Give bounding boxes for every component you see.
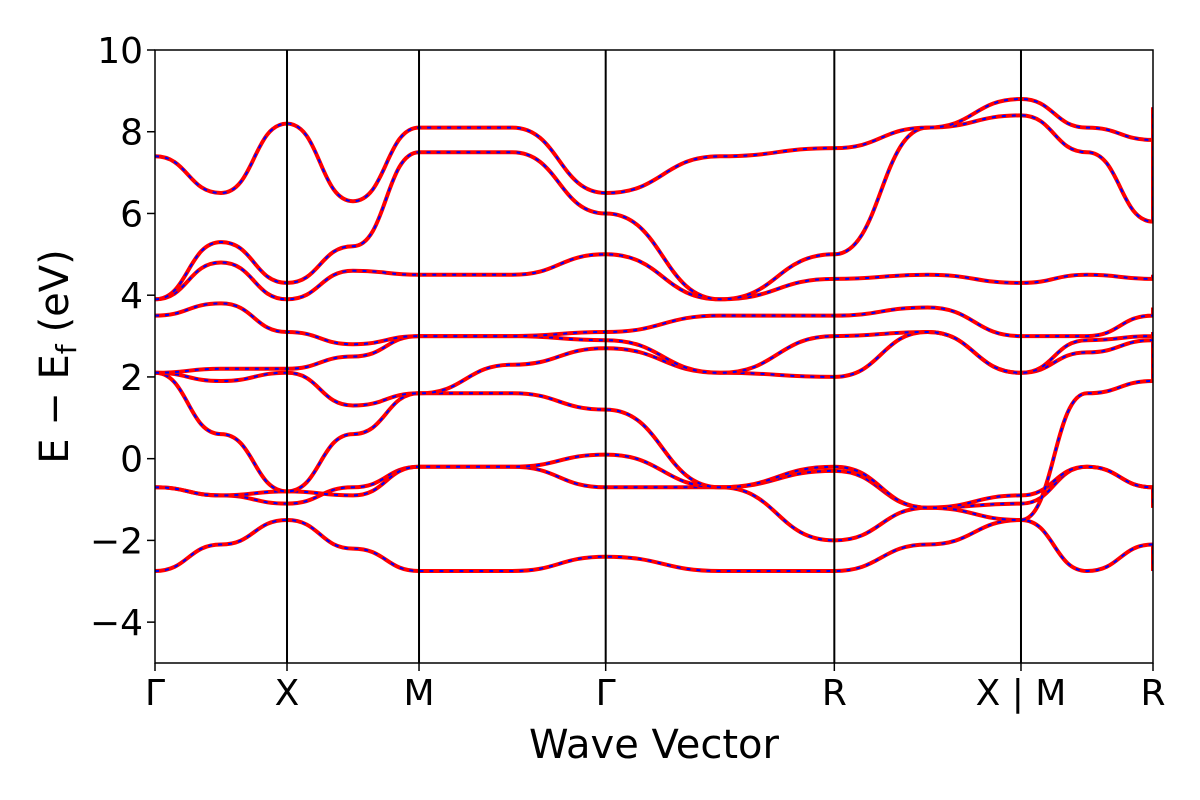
x-axis-ticks: Γ X M Γ R X | M R (145, 663, 1166, 714)
bands-layer (155, 96, 1153, 574)
y-tick-label: 8 (120, 113, 143, 154)
band-line-5 (155, 329, 1153, 375)
y-tick-label: −2 (90, 521, 143, 562)
band-line-dashed-4 (155, 330, 1153, 407)
y-axis-label-main: E − E (32, 354, 78, 464)
band-line-dashed-6 (155, 302, 1153, 346)
y-tick-label: 6 (120, 194, 143, 235)
x-tick-label: M (403, 673, 434, 714)
band-line-dashed-3 (155, 332, 1153, 522)
x-tick-label: X (275, 673, 300, 714)
y-tick-label: −4 (90, 603, 143, 644)
high-symmetry-lines (286, 50, 1022, 663)
x-tick-label: R (822, 673, 847, 714)
x-tick-label: R (1140, 673, 1165, 714)
band-line-dashed-8 (155, 114, 1153, 301)
y-tick-label: 2 (120, 358, 143, 399)
band-line-dashed-0 (155, 518, 1153, 573)
plot-area (154, 49, 1154, 664)
y-tick-label: 10 (97, 31, 143, 72)
y-axis-label-subscript: f (50, 343, 83, 354)
y-tick-label: 0 (120, 440, 143, 481)
y-axis-label-unit: (eV) (32, 249, 78, 332)
x-axis-label: Wave Vector (529, 722, 780, 768)
y-axis-label: E − Ef (eV) (32, 249, 83, 464)
band-line-dashed-9 (155, 97, 1153, 203)
band-line-0 (155, 517, 1153, 574)
y-tick-label: 4 (120, 276, 143, 317)
y-axis-ticks: −4 −2 0 2 4 6 8 10 (90, 31, 155, 644)
x-tick-label: X | M (976, 673, 1067, 714)
band-line-dashed-5 (155, 330, 1153, 374)
x-tick-label: Γ (596, 673, 616, 714)
plot-frame (154, 49, 1154, 664)
x-tick-label: Γ (145, 673, 165, 714)
band-line-dashed-2 (155, 453, 1153, 509)
band-line-6 (155, 301, 1153, 347)
